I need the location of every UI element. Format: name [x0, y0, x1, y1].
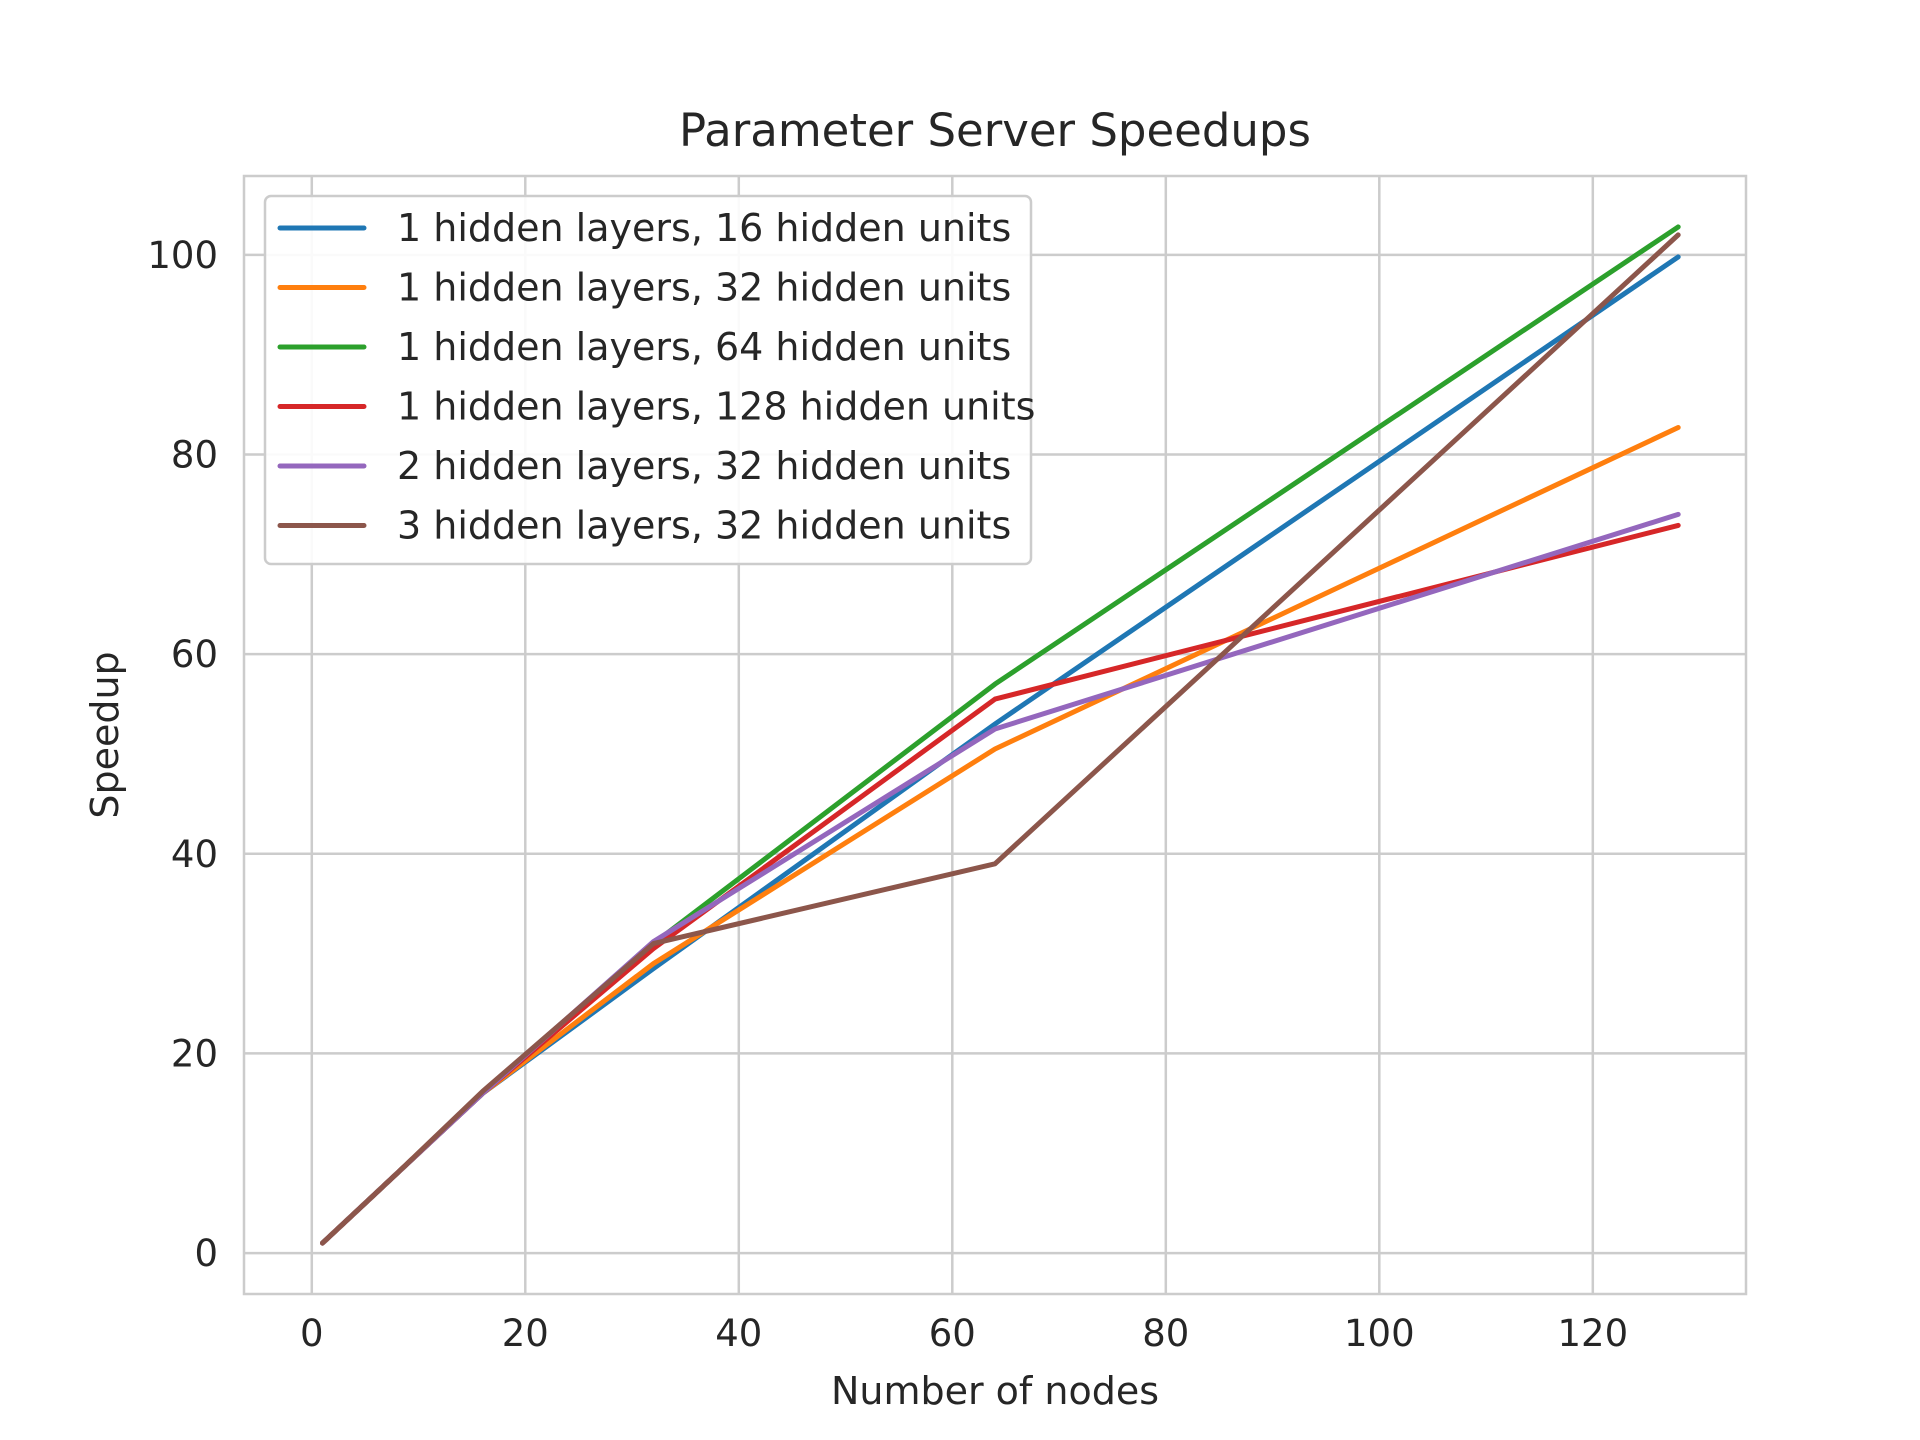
x-tick-label: 100: [1344, 1312, 1415, 1355]
legend-label: 1 hidden layers, 64 hidden units: [397, 325, 1011, 369]
series-line: [320, 232, 1681, 1246]
x-axis-label: Number of nodes: [831, 1369, 1159, 1413]
y-tick-label: 0: [194, 1232, 218, 1275]
y-tick-label: 80: [171, 434, 218, 477]
y-axis-label: Speedup: [83, 651, 127, 818]
y-tick-label: 60: [171, 633, 218, 676]
y-tick-label: 20: [171, 1032, 218, 1075]
legend: 1 hidden layers, 16 hidden units 1 hidden…: [263, 194, 1035, 566]
x-tick-label: 20: [502, 1312, 549, 1355]
y-tick-label: 40: [171, 833, 218, 876]
axes-frame: [242, 174, 1748, 1296]
y-tick-label: 100: [147, 234, 218, 277]
x-tick-label: 40: [715, 1312, 762, 1355]
legend-label: 1 hidden layers, 16 hidden units: [397, 206, 1011, 250]
x-tick-label: 120: [1557, 1312, 1628, 1355]
legend-label: 3 hidden layers, 32 hidden units: [397, 504, 1011, 548]
legend-frame: [263, 194, 1033, 566]
x-axis-ticks: 0 20 40 60 80 100 120: [300, 1312, 1628, 1355]
x-tick-label: 80: [1142, 1312, 1189, 1355]
legend-label: 1 hidden layers, 128 hidden units: [397, 385, 1035, 429]
legend-label: 2 hidden layers, 32 hidden units: [397, 444, 1011, 488]
y-axis-ticks: 0 20 40 60 80 100: [147, 234, 218, 1275]
chart-title: Parameter Server Speedups: [679, 104, 1311, 157]
x-tick-label: 60: [929, 1312, 976, 1355]
legend-label: 1 hidden layers, 32 hidden units: [397, 266, 1011, 310]
x-tick-label: 0: [300, 1312, 324, 1355]
series-lines: [320, 224, 1681, 1246]
